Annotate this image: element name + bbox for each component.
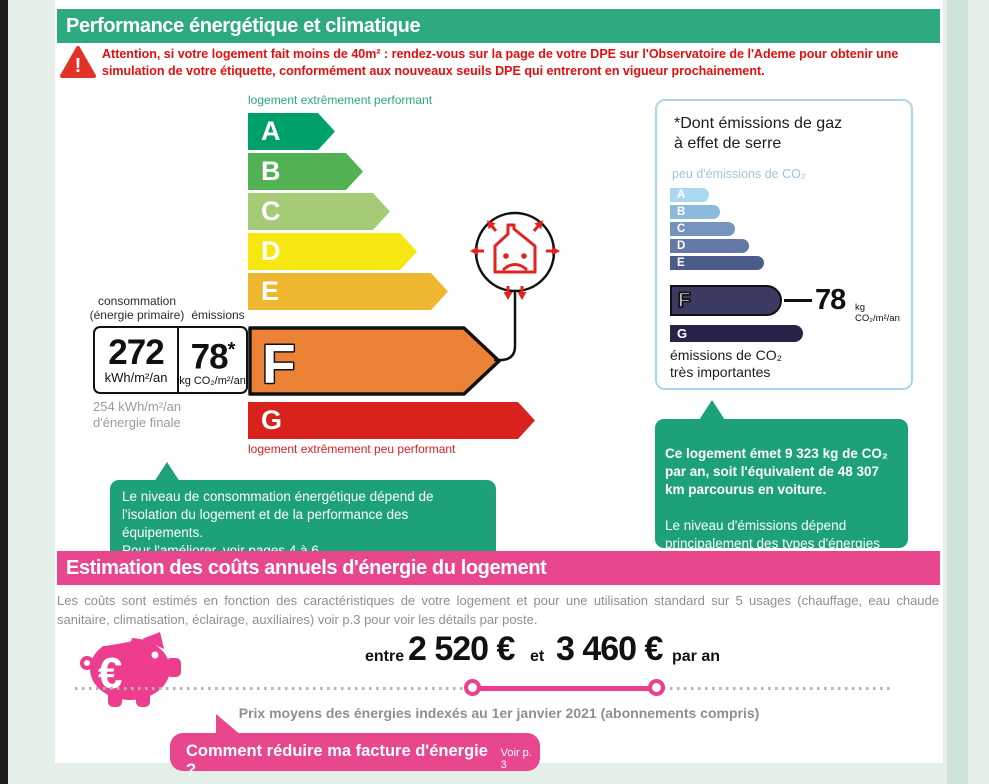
consumption-unit: kWh/m²/an bbox=[104, 369, 168, 385]
energy-class-letter: A bbox=[261, 116, 281, 146]
ges-panel: *Dont émissions de gaz à effet de serre … bbox=[655, 99, 913, 390]
energy-class-a: A bbox=[248, 113, 335, 150]
ges-class-letter: E bbox=[677, 257, 685, 269]
cost-range-max-marker bbox=[648, 679, 665, 696]
sad-house-icon bbox=[468, 211, 562, 362]
ges-title: *Dont émissions de gaz à effet de serre bbox=[674, 115, 843, 152]
cost-per-year-label: par an bbox=[672, 648, 721, 665]
cost-range-line bbox=[473, 686, 657, 691]
svg-text:!: ! bbox=[75, 55, 82, 77]
consumption-cell: 272 kWh/m²/an bbox=[95, 328, 179, 392]
ges-callout: Ce logement émet 9 323 kg de CO₂ par an,… bbox=[655, 419, 908, 587]
label-least-efficient: logement extrêmement peu performant bbox=[248, 442, 456, 456]
emissions-column-header: émissions bbox=[191, 308, 245, 322]
cost-and-label: et bbox=[530, 648, 545, 665]
energy-class-c: C bbox=[248, 193, 390, 230]
ges-class-d: D bbox=[670, 239, 749, 253]
energy-class-g: G bbox=[248, 402, 535, 439]
ges-low-label: peu d'émissions de CO₂ bbox=[672, 167, 806, 181]
emissions-cell: 78* kg CO₂/m²/an bbox=[179, 328, 246, 392]
energy-class-e: E bbox=[248, 273, 448, 310]
cost-min-value: 2 520 € bbox=[408, 630, 515, 668]
cost-between-label: entre bbox=[365, 648, 405, 665]
ges-callout-tail bbox=[699, 400, 725, 420]
energy-class-d: D bbox=[248, 233, 417, 270]
energy-class-f-current: F bbox=[248, 326, 501, 396]
ges-high-label: émissions de CO₂ très importantes bbox=[670, 347, 783, 380]
section-header-performance: Performance énergétique et climatique bbox=[57, 9, 940, 43]
ges-class-e: E bbox=[670, 256, 764, 270]
energy-class-letter: E bbox=[261, 276, 280, 306]
costs-callout: Comment réduire ma facture d'énergie ? V… bbox=[170, 733, 540, 779]
ges-class-letter: A bbox=[677, 189, 686, 201]
section-header-costs: Estimation des coûts annuels d'énergie d… bbox=[57, 551, 940, 585]
ges-value: 78 bbox=[815, 284, 846, 316]
ges-class-g: G bbox=[670, 325, 803, 342]
ges-class-b: B bbox=[670, 205, 720, 219]
costs-callout-question: Comment réduire ma facture d'énergie ? bbox=[186, 742, 488, 779]
energy-class-letter: C bbox=[261, 196, 281, 226]
costs-callout-page-ref: Voir p. 3 bbox=[500, 747, 532, 771]
cost-max-value: 3 460 € bbox=[556, 630, 663, 668]
energy-class-letter: F bbox=[262, 333, 296, 395]
energy-class-letter: D bbox=[261, 236, 281, 266]
ges-class-letter: G bbox=[677, 326, 688, 341]
ges-class-letter: F bbox=[677, 288, 692, 313]
section-title: Performance énergétique et climatique bbox=[66, 14, 421, 37]
label-most-efficient: logement extrêmement performant bbox=[248, 93, 433, 107]
costs-title: Estimation des coûts annuels d'énergie d… bbox=[66, 556, 547, 579]
cost-range-min-marker bbox=[464, 679, 481, 696]
price-index-footnote: Prix moyens des énergies indexés au 1er … bbox=[238, 705, 760, 721]
ges-class-a: A bbox=[670, 188, 709, 202]
warning-text: Attention, si votre logement fait moins … bbox=[102, 47, 899, 78]
ges-class-f-current: F bbox=[670, 285, 782, 316]
ges-class-letter: B bbox=[677, 206, 686, 218]
ges-value-connector bbox=[784, 299, 812, 302]
emissions-value: 78* bbox=[190, 337, 236, 377]
ges-class-c: C bbox=[670, 222, 735, 236]
consumption-column-header: consommation (énergie primaire) bbox=[89, 294, 185, 322]
costs-callout-tail bbox=[216, 714, 242, 736]
energy-class-b: B bbox=[248, 153, 363, 190]
svg-text:€: € bbox=[98, 649, 122, 698]
reading-box: 272 kWh/m²/an 78* kg CO₂/m²/an bbox=[93, 326, 248, 394]
warning-icon: ! bbox=[60, 46, 96, 78]
scrollbar-track[interactable] bbox=[947, 0, 968, 784]
final-energy-note: 254 kWh/m²/an d'énergie finale bbox=[93, 399, 182, 430]
emissions-unit: kg CO₂/m²/an bbox=[179, 374, 246, 387]
piggy-bank-icon: € bbox=[80, 632, 181, 707]
costs-description: Les coûts sont estimés en fonction des c… bbox=[57, 593, 939, 627]
consumption-value: 272 bbox=[108, 332, 164, 372]
emissions-asterisk: * bbox=[227, 339, 236, 362]
viewer-left-edge bbox=[0, 0, 8, 784]
energy-callout-tail bbox=[154, 462, 180, 482]
ges-class-letter: D bbox=[677, 240, 686, 252]
energy-class-letter: B bbox=[261, 156, 281, 186]
ges-callout-bold-text: Ce logement émet 9 323 kg de CO₂ par an,… bbox=[665, 446, 888, 497]
ges-class-letter: C bbox=[677, 223, 686, 235]
energy-class-letter: G bbox=[261, 405, 283, 435]
ges-value-unit: kg CO₂/m²/an bbox=[855, 302, 900, 324]
